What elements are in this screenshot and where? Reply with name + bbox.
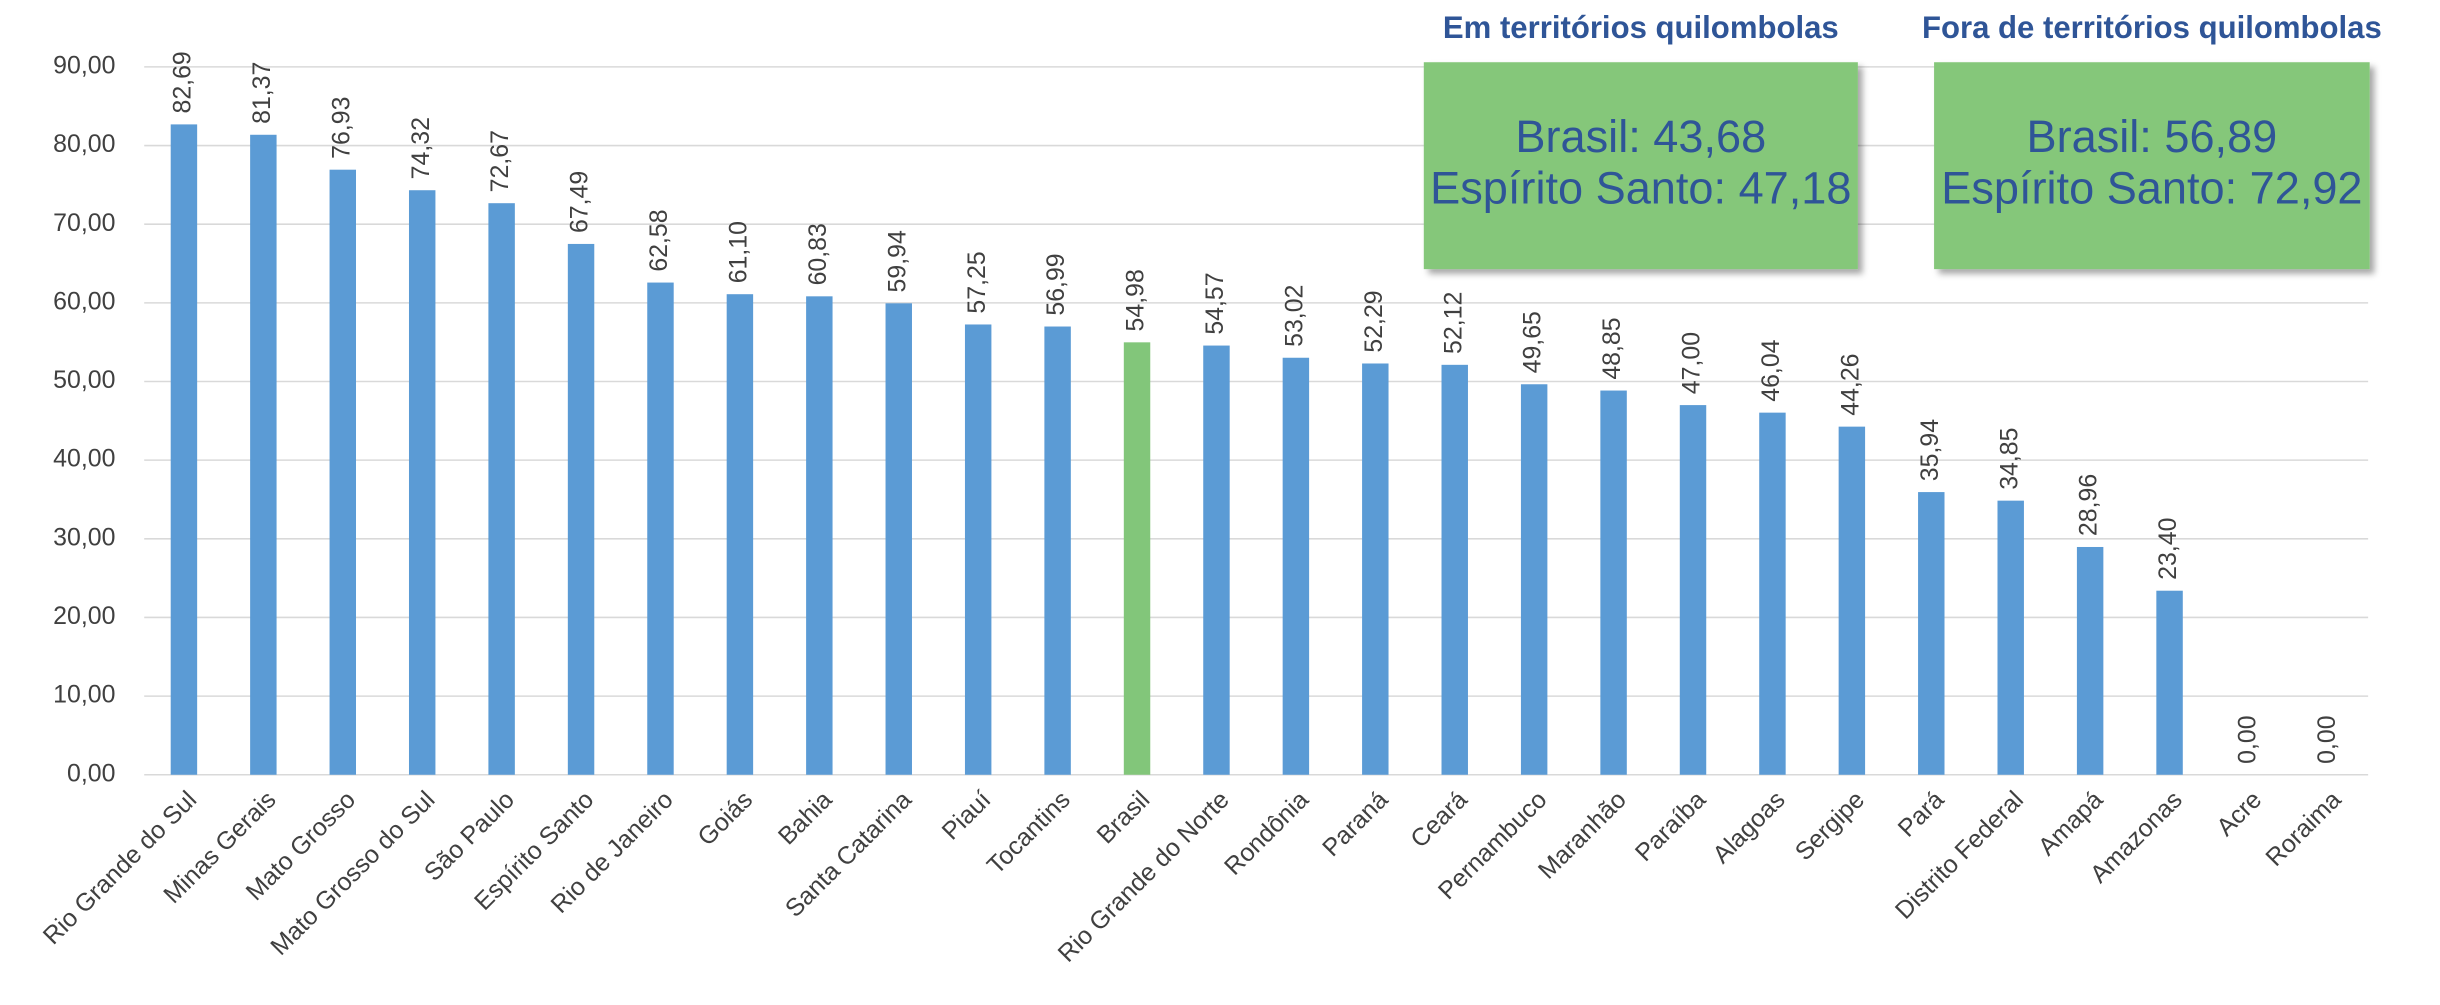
value-label: 74,32 xyxy=(407,117,435,179)
value-label: 34,85 xyxy=(1995,428,2023,490)
value-label: 44,26 xyxy=(1836,354,1864,416)
y-tick-label: 60,00 xyxy=(53,287,115,315)
x-tick-label: Goiás xyxy=(692,786,758,852)
bar xyxy=(1362,363,1389,775)
x-tick-label: Brasil xyxy=(1091,786,1155,850)
value-label: 57,25 xyxy=(963,251,991,313)
bar xyxy=(1520,384,1548,775)
x-tick-label: Acre xyxy=(2211,786,2267,842)
x-tick-label: Paraná xyxy=(1317,786,1394,863)
x-tick-label: Alagoas xyxy=(1707,786,1790,869)
x-tick-label: Sergipe xyxy=(1790,786,1870,866)
bar xyxy=(1441,364,1468,775)
x-tick-label: Pará xyxy=(1893,786,1950,843)
y-tick-label: 30,00 xyxy=(53,523,115,551)
x-tick-label: Rondônia xyxy=(1219,786,1314,881)
bar xyxy=(647,282,674,775)
value-label: 81,37 xyxy=(248,62,276,124)
value-label: 35,94 xyxy=(1916,419,1944,481)
value-label: 47,00 xyxy=(1678,332,1706,394)
value-label: 59,94 xyxy=(883,230,911,292)
bar xyxy=(170,124,198,775)
bar xyxy=(2076,546,2104,775)
value-label: 23,40 xyxy=(2154,518,2182,580)
x-tick-label: Bahia xyxy=(773,786,838,851)
y-tick-label: 0,00 xyxy=(67,759,115,787)
y-tick-label: 10,00 xyxy=(53,681,115,709)
value-label: 54,57 xyxy=(1201,272,1229,334)
bar xyxy=(250,134,277,775)
x-tick-label: Rio Grande do Sul xyxy=(38,786,203,951)
annotation-line: Brasil: 43,68 xyxy=(1515,111,1766,162)
annotation-line: Brasil: 56,89 xyxy=(2027,111,2278,162)
value-label: 49,65 xyxy=(1519,311,1547,373)
value-label: 61,10 xyxy=(724,221,752,283)
value-label: 82,69 xyxy=(169,51,197,113)
annotation-title: Em territórios quilombolas xyxy=(1443,10,1839,45)
bar xyxy=(964,324,992,775)
y-tick-label: 20,00 xyxy=(53,602,115,630)
bar xyxy=(1838,426,1866,775)
bar xyxy=(806,296,833,775)
x-tick-label: Tocantins xyxy=(982,786,1076,880)
annotation-box xyxy=(1934,62,2370,270)
bar xyxy=(488,203,515,775)
y-tick-label: 50,00 xyxy=(53,366,115,394)
x-tick-label: Piauí xyxy=(937,786,997,846)
value-label: 28,96 xyxy=(2075,474,2103,536)
value-label: 76,93 xyxy=(327,97,355,159)
y-tick-label: 70,00 xyxy=(53,209,115,237)
annotation-title: Fora de territórios quilombolas xyxy=(1922,10,2382,45)
bar xyxy=(726,294,754,775)
bar xyxy=(1203,345,1230,775)
value-label: 54,98 xyxy=(1122,269,1150,331)
value-label: 48,85 xyxy=(1598,317,1626,379)
y-tick-label: 40,00 xyxy=(53,445,115,473)
y-tick-label: 90,00 xyxy=(53,51,115,79)
bar xyxy=(885,303,912,775)
bar xyxy=(408,190,436,775)
value-label: 62,58 xyxy=(645,209,673,271)
bar xyxy=(1282,357,1310,775)
y-tick-label: 80,00 xyxy=(53,130,115,158)
x-tick-label: Ceará xyxy=(1405,786,1473,854)
annotation-line: Espírito Santo: 72,92 xyxy=(1941,162,2362,213)
bar xyxy=(1123,342,1151,775)
x-tick-label: Amapá xyxy=(2033,786,2109,862)
bar xyxy=(567,243,595,775)
x-tick-label: Paraíba xyxy=(1630,786,1712,868)
value-label: 53,02 xyxy=(1280,285,1308,347)
value-label: 46,04 xyxy=(1757,339,1785,401)
value-label: 0,00 xyxy=(2313,715,2341,763)
bar xyxy=(1044,326,1071,775)
value-label: 72,67 xyxy=(486,130,514,192)
annotation-box xyxy=(1423,62,1858,270)
bar xyxy=(1600,390,1627,775)
bar xyxy=(1679,405,1707,775)
bar xyxy=(1997,500,2024,775)
bar xyxy=(329,169,357,775)
bar xyxy=(2156,590,2183,775)
x-tick-label: Roraima xyxy=(2260,786,2346,872)
value-label: 52,29 xyxy=(1360,290,1388,352)
value-label: 52,12 xyxy=(1439,292,1467,354)
value-label: 67,49 xyxy=(566,171,594,233)
value-label: 56,99 xyxy=(1042,253,1070,315)
annotation-line: Espírito Santo: 47,18 xyxy=(1430,162,1851,213)
value-label: 60,83 xyxy=(804,223,832,285)
bar xyxy=(1918,492,1945,775)
bar xyxy=(1759,412,1786,775)
value-label: 0,00 xyxy=(2234,715,2262,763)
